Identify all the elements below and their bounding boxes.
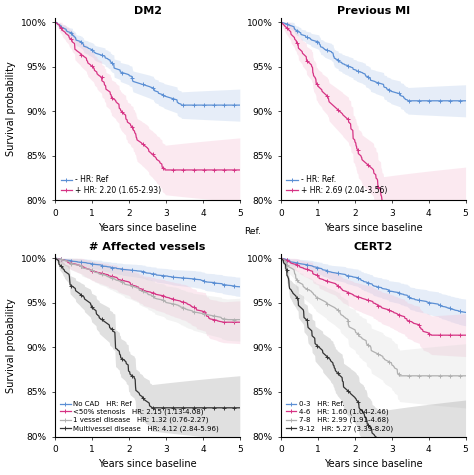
- Title: Previous MI: Previous MI: [337, 6, 410, 16]
- Y-axis label: Survival probability: Survival probability: [6, 298, 16, 392]
- X-axis label: Years since baseline: Years since baseline: [324, 223, 423, 233]
- Title: # Affected vessels: # Affected vessels: [90, 242, 206, 252]
- Title: CERT2: CERT2: [354, 242, 393, 252]
- Legend: 0-3   HR: Ref., 4-6   HR: 1.60 (1.04-2.46), 7-8   HR: 2.99 (1.91-4.68), 9-12   H: 0-3 HR: Ref., 4-6 HR: 1.60 (1.04-2.46), …: [284, 399, 395, 433]
- Title: DM2: DM2: [134, 6, 162, 16]
- Legend: - HR: Ref., + HR: 2.69 (2.04-3.56): - HR: Ref., + HR: 2.69 (2.04-3.56): [285, 174, 389, 197]
- Legend: No CAD   HR: Ref, <50% stenosis   HR: 2.15 (1.13-4.08), 1 vessel disease   HR: 1: No CAD HR: Ref, <50% stenosis HR: 2.15 (…: [59, 399, 220, 433]
- Y-axis label: Survival probability: Survival probability: [6, 62, 16, 156]
- Legend: - HR: Ref, + HR: 2.20 (1.65-2.93): - HR: Ref, + HR: 2.20 (1.65-2.93): [59, 174, 163, 197]
- X-axis label: Years since baseline: Years since baseline: [324, 459, 423, 469]
- X-axis label: Years since baseline: Years since baseline: [98, 459, 197, 469]
- X-axis label: Years since baseline: Years since baseline: [98, 223, 197, 233]
- Text: Ref.: Ref.: [244, 227, 261, 236]
